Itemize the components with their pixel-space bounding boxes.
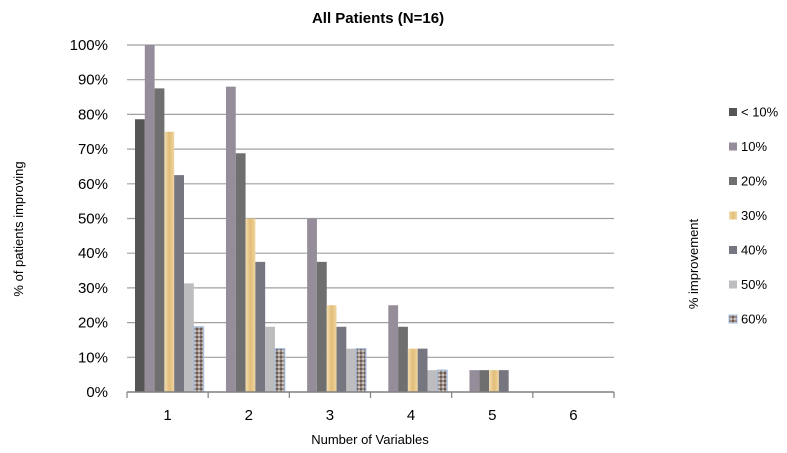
y-axis-label: % of patients improving [11,161,26,296]
bar [265,326,275,392]
x-tick-label: 2 [245,407,253,424]
y-tick-label: 60% [78,176,108,193]
legend-title: % improvement [686,218,701,309]
bar [469,370,480,392]
legend-swatch [729,280,737,289]
bar [255,261,266,392]
y-tick-label: 50% [78,211,108,228]
y-tick-label: 90% [78,72,108,89]
bar [154,88,165,392]
bar [144,45,155,392]
bar [164,131,175,392]
y-tick-label: 70% [78,141,108,158]
bar [407,348,418,392]
x-tick-label: 4 [407,407,415,424]
bar [417,348,428,392]
y-tick-label: 80% [78,106,108,123]
x-axis-label: Number of Variables [311,432,429,447]
legend-label: 40% [741,243,767,258]
legend-label: 20% [741,174,767,189]
bar [355,348,367,393]
legend-swatch [729,108,737,116]
bar [184,283,194,392]
bar [388,305,399,392]
bar [245,218,256,392]
legend-label: 30% [741,208,767,223]
bar [427,370,438,392]
y-tick-label: 100% [70,37,108,54]
y-tick-label: 40% [78,245,108,262]
legend: < 10% 10% 20% 30% 40% 50% 60% [728,105,779,327]
bar [307,218,317,392]
legend-label: 10% [741,139,767,154]
legend-swatch [729,142,737,151]
x-tick-label: 6 [569,407,577,424]
legend-label: < 10% [741,105,779,120]
x-axis [126,391,615,398]
legend-swatch [729,246,737,254]
bar [135,119,145,393]
y-tick-labels: 0% 10% 20% 30% 40% 50% 60% 70% 80% 90% 100% [70,37,108,401]
bar [489,370,499,392]
bar [479,370,490,392]
bar [316,261,327,392]
legend-label: 60% [741,312,767,327]
bar [336,326,347,392]
x-tick-labels: 1 2 3 4 5 6 [163,407,577,424]
bar [174,175,184,392]
bar [225,86,236,392]
legend-swatch [729,211,737,220]
bar [193,326,205,393]
x-tick-label: 5 [488,407,496,424]
y-tick-label: 20% [78,315,108,332]
bar [274,348,286,393]
y-tick-label: 10% [78,349,108,366]
legend-swatch [729,177,737,185]
bar [436,369,448,393]
legend-label: 50% [741,277,767,292]
chart-title: All Patients (N=16) [312,10,444,27]
grid-lines [127,44,614,358]
bar [326,305,337,392]
x-tick-label: 3 [326,407,334,424]
bar [235,153,246,392]
legend-swatch [728,314,738,324]
y-tick-label: 0% [86,384,108,401]
bar [346,348,357,392]
x-tick-label: 1 [163,407,171,424]
y-tick-label: 30% [78,280,108,297]
bars [135,45,509,393]
bar [498,370,509,392]
bar [398,326,408,392]
